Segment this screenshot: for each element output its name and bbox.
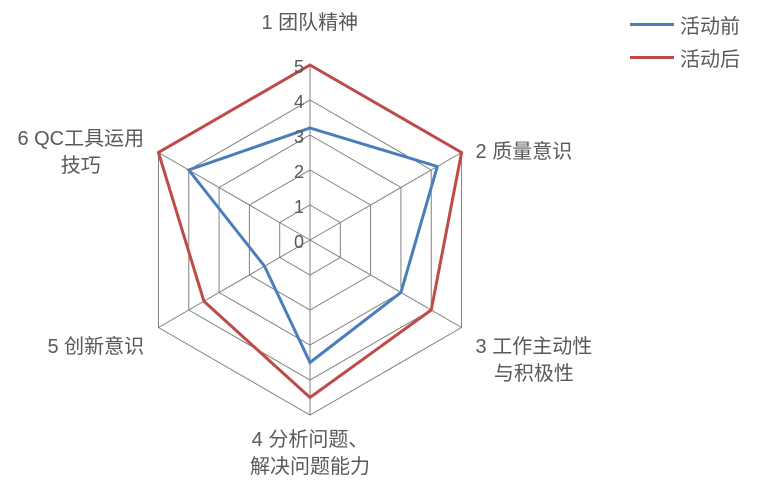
- legend-swatch: [630, 56, 674, 59]
- axis-label: 3 工作主动性 与积极性: [476, 334, 593, 388]
- tick-label: 4: [282, 92, 304, 113]
- legend-label: 活动后: [680, 43, 740, 72]
- legend-label: 活动前: [680, 10, 740, 39]
- axis-label: 6 QC工具运用 技巧: [17, 126, 144, 180]
- tick-label: 0: [282, 232, 304, 253]
- axis-label: 5 创新意识: [47, 334, 144, 361]
- legend-swatch: [630, 23, 674, 26]
- radar-chart: 0 1 2 3 4 5 1 团队精神 2 质量意识 3 工作主动性 与积极性 4 分析问题、 解决…: [0, 0, 760, 501]
- axis-label: 2 质量意识: [476, 139, 573, 166]
- tick-label: 2: [282, 162, 304, 183]
- tick-label: 1: [282, 197, 304, 218]
- tick-label: 3: [282, 127, 304, 148]
- legend: 活动前活动后: [630, 10, 740, 76]
- axis-label: 1 团队精神: [262, 10, 359, 37]
- axis-label: 4 分析问题、 解决问题能力: [250, 427, 370, 481]
- legend-item: 活动前: [630, 10, 740, 39]
- tick-label: 5: [282, 57, 304, 78]
- legend-item: 活动后: [630, 43, 740, 72]
